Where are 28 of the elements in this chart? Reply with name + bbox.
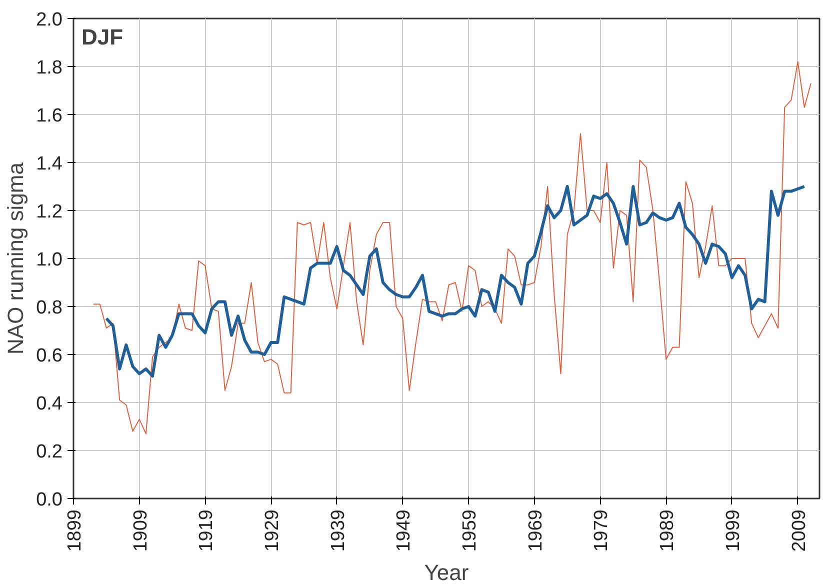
y-tick-label: 2.0 [36,10,63,30]
y-tick-label: 1.2 [36,202,63,222]
x-axis-title: Year [424,560,469,585]
x-tick-label: 1939 [328,509,349,552]
annotation: DJF [82,24,124,50]
y-tick-label: 1.6 [36,106,63,126]
y-tick-label: 1.4 [36,154,63,174]
y-tick-label: 0.8 [36,298,63,318]
line-series [104,185,806,378]
y-tick-label: 0.0 [36,490,63,510]
y-axis-title: NAO running sigma [3,162,28,354]
y-tick-label: 0.6 [36,346,63,366]
y-tick-label: 0.4 [36,394,63,414]
line-series [92,61,812,434]
x-tick-label: 1959 [460,509,481,552]
x-tick-label: 1999 [722,509,744,552]
x-tick-label: 1979 [591,509,612,552]
x-tick-label: 2009 [788,509,810,552]
x-tick-label: 1989 [657,509,678,552]
y-tick-label: 0.2 [36,442,63,462]
y-tick-label: 1.8 [36,58,63,78]
x-tick-label: 1949 [394,509,415,552]
x-tick-label: 1899 [64,509,86,552]
y-tick-label: 1.0 [36,250,63,270]
x-tick-label: 1919 [196,509,218,552]
x-tick-label: 1929 [262,509,284,552]
x-tick-label: 1969 [525,509,546,552]
x-tick-label: 1909 [130,509,152,552]
